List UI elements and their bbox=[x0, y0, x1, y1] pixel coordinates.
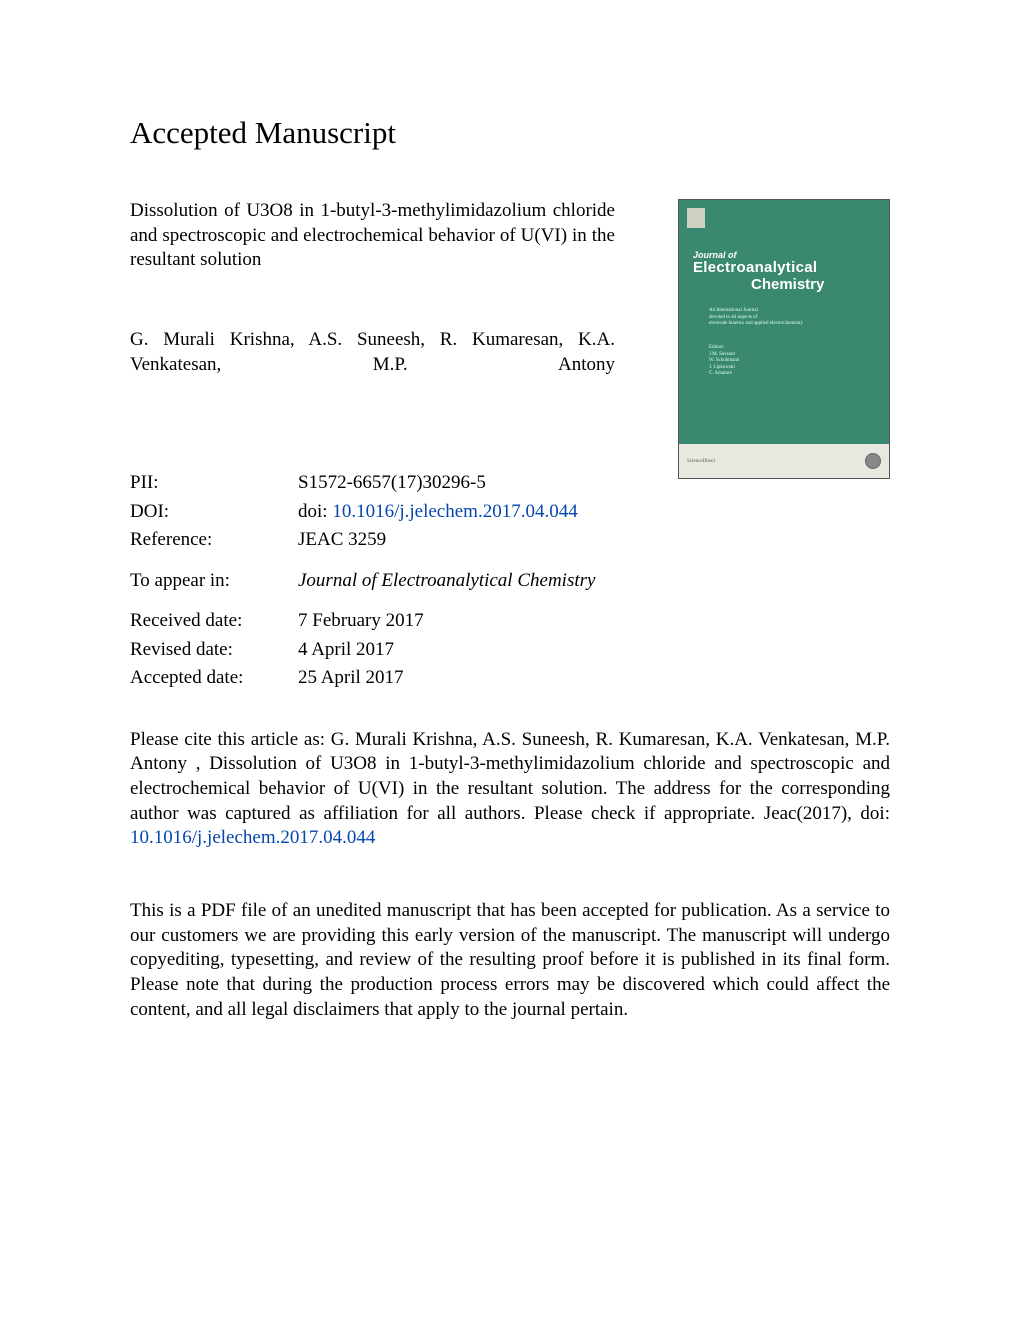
disclaimer-paragraph: This is a PDF file of an unedited manusc… bbox=[130, 899, 890, 1022]
appear-label: To appear in: bbox=[130, 567, 298, 596]
cover-journal-title: Journal of Electroanalytical Chemistry bbox=[693, 250, 824, 292]
meta-row-received: Received date: 7 February 2017 bbox=[130, 607, 890, 636]
meta-row-revised: Revised date: 4 April 2017 bbox=[130, 636, 890, 665]
meta-row-reference: Reference: JEAC 3259 bbox=[130, 526, 890, 555]
cover-bottom-bar: ScienceDirect bbox=[679, 444, 889, 478]
meta-row-doi: DOI: doi: 10.1016/j.jelechem.2017.04.044 bbox=[130, 498, 890, 527]
revised-value: 4 April 2017 bbox=[298, 636, 890, 665]
top-section: Dissolution of U3O8 in 1-butyl-3-methyli… bbox=[130, 199, 890, 429]
manuscript-page: Accepted Manuscript Dissolution of U3O8 … bbox=[0, 0, 1020, 1022]
reference-label: Reference: bbox=[130, 526, 298, 555]
article-title: Dissolution of U3O8 in 1-butyl-3-methyli… bbox=[130, 199, 615, 273]
cover-editors-text: EditorsJ.M. SaveantW. SchuhmannJ. Lipkow… bbox=[709, 345, 739, 378]
received-label: Received date: bbox=[130, 607, 298, 636]
accepted-label: Accepted date: bbox=[130, 664, 298, 693]
citation-doi-link[interactable]: 10.1016/j.jelechem.2017.04.044 bbox=[130, 827, 375, 848]
doi-link[interactable]: 10.1016/j.jelechem.2017.04.044 bbox=[332, 501, 577, 522]
doi-value: doi: 10.1016/j.jelechem.2017.04.044 bbox=[298, 498, 890, 527]
revised-label: Revised date: bbox=[130, 636, 298, 665]
accepted-value: 25 April 2017 bbox=[298, 664, 890, 693]
appear-value: Journal of Electroanalytical Chemistry bbox=[298, 567, 890, 596]
authors-list: G. Murali Krishna, A.S. Suneesh, R. Kuma… bbox=[130, 328, 615, 377]
sciencedirect-label: ScienceDirect bbox=[687, 459, 715, 464]
meta-row-appear: To appear in: Journal of Electroanalytic… bbox=[130, 567, 890, 596]
accepted-manuscript-heading: Accepted Manuscript bbox=[130, 115, 890, 151]
cover-title-line2: Chemistry bbox=[693, 277, 824, 292]
publisher-seal-icon bbox=[865, 453, 881, 469]
cover-topbar bbox=[689, 210, 879, 228]
pii-label: PII: bbox=[130, 469, 298, 498]
journal-cover-thumbnail: Journal of Electroanalytical Chemistry A… bbox=[678, 199, 890, 479]
cover-subtitle-text: An International Journaldevoted to all a… bbox=[709, 308, 803, 328]
reference-value: JEAC 3259 bbox=[298, 526, 890, 555]
doi-label: DOI: bbox=[130, 498, 298, 527]
metadata-table: PII: S1572-6657(17)30296-5 DOI: doi: 10.… bbox=[130, 469, 890, 693]
cover-title-line1: Electroanalytical bbox=[693, 260, 824, 277]
received-value: 7 February 2017 bbox=[298, 607, 890, 636]
citation-paragraph: Please cite this article as: G. Murali K… bbox=[130, 728, 890, 851]
meta-row-accepted: Accepted date: 25 April 2017 bbox=[130, 664, 890, 693]
